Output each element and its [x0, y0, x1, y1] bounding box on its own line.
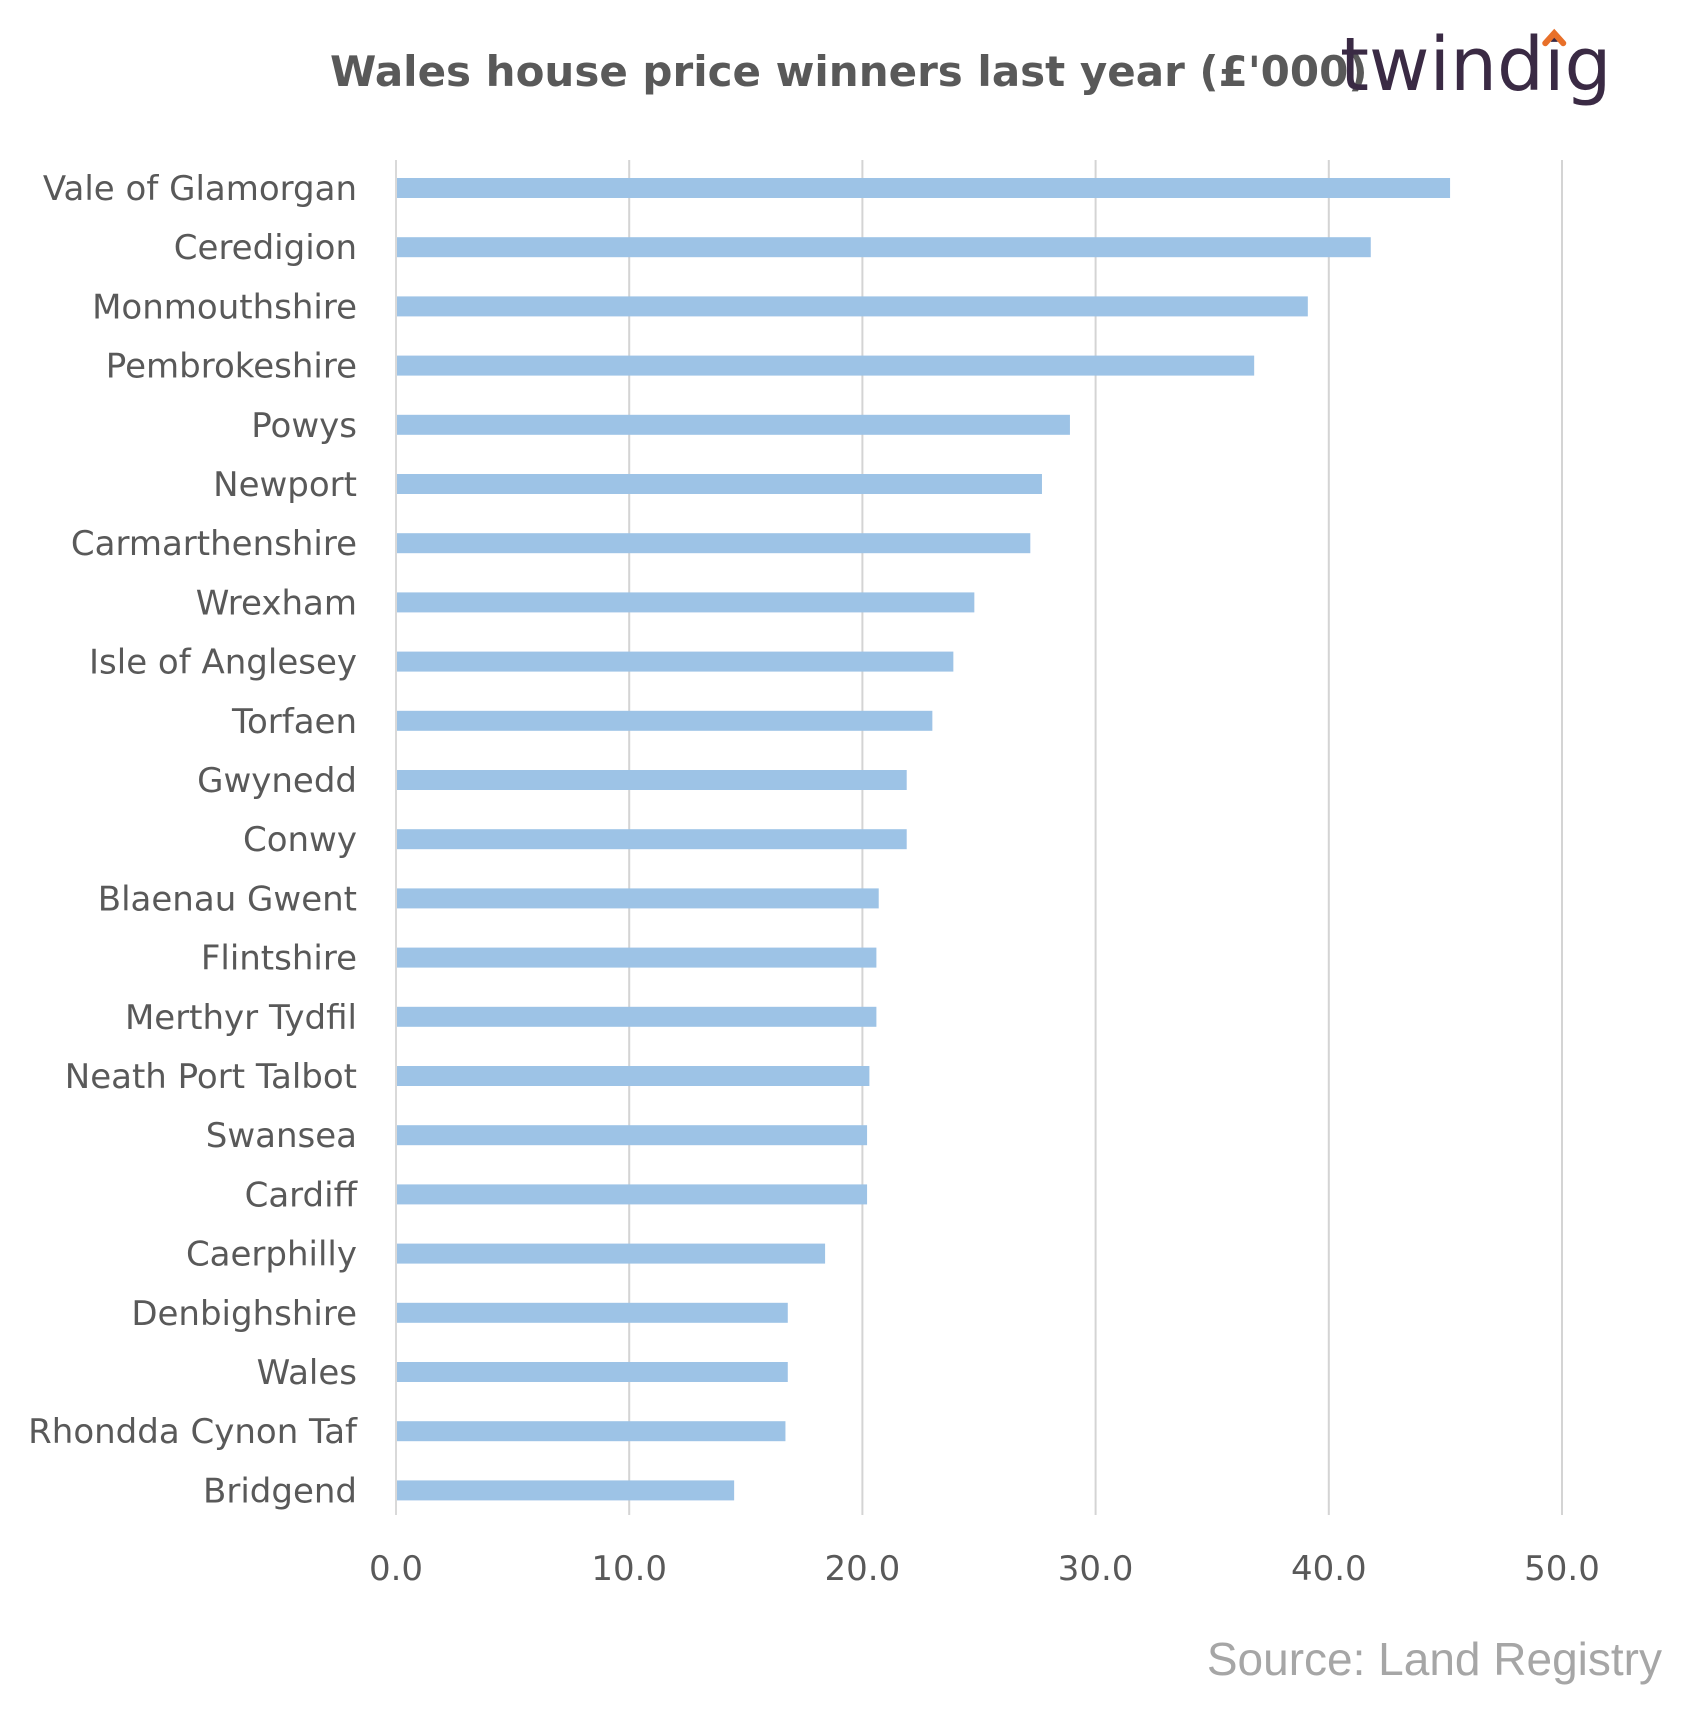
bar	[397, 947, 877, 968]
x-axis-ticks: 0.0 10.0 20.0 30.0 40.0 50.0	[369, 1549, 1600, 1589]
category-label: Rhondda Cynon Taf	[28, 1412, 358, 1452]
category-label: Conwy	[243, 820, 357, 860]
x-tick-label: 0.0	[369, 1549, 423, 1589]
x-tick-label: 10.0	[591, 1549, 667, 1589]
bar	[397, 1480, 735, 1501]
category-label: Swansea	[206, 1116, 357, 1156]
x-tick-label: 30.0	[1058, 1549, 1134, 1589]
bar	[397, 1302, 788, 1323]
bar	[397, 1243, 826, 1264]
category-label: Vale of Glamorgan	[43, 169, 357, 209]
category-label: Pembrokeshire	[106, 347, 357, 387]
category-label: Torfaen	[231, 702, 357, 742]
bar	[397, 592, 975, 613]
bar	[397, 888, 879, 909]
category-label: Newport	[213, 465, 357, 505]
bar	[397, 178, 1451, 198]
category-label: Denbighshire	[131, 1294, 357, 1334]
logo-accent-icon	[1542, 28, 1567, 47]
x-tick-label: 50.0	[1524, 1549, 1600, 1589]
x-tick-label: 40.0	[1291, 1549, 1367, 1589]
bar	[397, 1066, 870, 1086]
category-label: Wales	[257, 1353, 357, 1393]
bar	[397, 651, 954, 672]
bar	[397, 770, 907, 790]
bar	[397, 474, 1042, 494]
bar	[397, 1125, 868, 1146]
category-label: Gwynedd	[197, 761, 357, 801]
category-label: Bridgend	[203, 1471, 357, 1511]
category-label: Flintshire	[201, 939, 357, 979]
source-note: Source: Land Registry	[1207, 1633, 1662, 1685]
bar	[397, 414, 1070, 435]
category-label: Powys	[251, 406, 357, 446]
bars	[397, 178, 1451, 1501]
bar	[397, 355, 1255, 376]
category-label: Isle of Anglesey	[89, 643, 357, 683]
bar	[397, 829, 907, 850]
bar	[397, 1362, 788, 1382]
category-label: Cardiff	[245, 1175, 359, 1215]
category-label: Wrexham	[196, 583, 357, 623]
category-label: Neath Port Talbot	[65, 1057, 357, 1097]
category-labels: Vale of Glamorgan Ceredigion Monmouthshire…	[28, 169, 358, 1511]
category-label: Ceredigion	[174, 228, 357, 268]
twindig-logo: twindig	[1340, 22, 1612, 108]
bar	[397, 1184, 868, 1205]
bar	[397, 237, 1371, 258]
category-label: Merthyr Tydfil	[125, 998, 357, 1038]
bar	[397, 296, 1308, 317]
x-tick-label: 20.0	[825, 1549, 901, 1589]
chart-title: Wales house price winners last year (£'0…	[330, 47, 1368, 96]
bar	[397, 710, 933, 731]
bar	[397, 1006, 877, 1027]
category-label: Carmarthenshire	[71, 524, 357, 564]
category-label: Blaenau Gwent	[98, 879, 357, 919]
logo-text: twindig	[1340, 22, 1612, 108]
bar	[397, 1421, 786, 1442]
category-label: Monmouthshire	[92, 287, 357, 327]
category-label: Caerphilly	[186, 1235, 357, 1275]
bar	[397, 533, 1031, 554]
